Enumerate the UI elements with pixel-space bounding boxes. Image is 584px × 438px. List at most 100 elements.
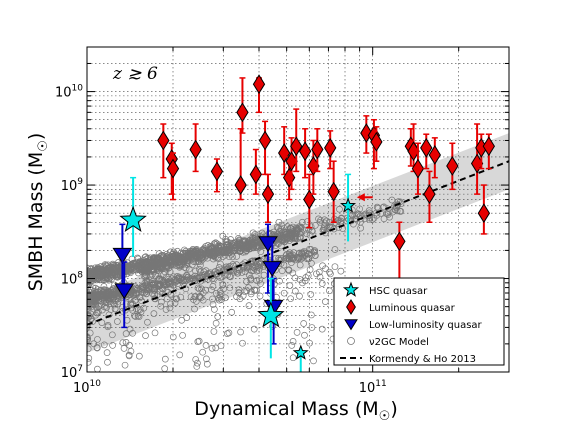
luminous-quasar-point	[370, 131, 383, 152]
model-point	[225, 329, 233, 337]
model-point	[197, 268, 204, 276]
model-point	[273, 223, 281, 231]
y-tick-label-exponent: 7	[77, 364, 83, 374]
model-point	[317, 216, 324, 224]
model-point	[121, 361, 129, 369]
model-point	[203, 360, 211, 368]
model-point	[165, 252, 172, 259]
luminous-quasar-point	[420, 137, 433, 158]
model-point	[308, 311, 315, 319]
x-tick-label-exponent: 11	[375, 379, 386, 389]
model-point	[171, 299, 179, 307]
model-point	[219, 281, 227, 288]
luminous-quasar-point	[482, 136, 496, 157]
model-point	[289, 338, 297, 345]
model-point	[94, 365, 101, 372]
model-point	[127, 261, 134, 269]
model-point	[241, 268, 249, 276]
model-point	[95, 275, 103, 282]
model-point	[290, 231, 297, 238]
model-point	[194, 359, 201, 367]
model-point	[296, 292, 303, 300]
model-point	[354, 210, 362, 218]
axes	[86, 46, 510, 373]
model-point	[255, 260, 263, 268]
model-point	[221, 251, 229, 259]
model-point	[185, 265, 193, 273]
model-point	[216, 292, 224, 299]
model-point	[182, 264, 190, 272]
model-point	[248, 267, 256, 275]
y-tick-label-base: 10	[61, 179, 78, 194]
model-point	[235, 244, 243, 251]
model-point	[304, 272, 312, 279]
model-point	[114, 272, 121, 280]
model-point	[151, 287, 158, 294]
model-point	[87, 354, 93, 362]
model-point	[101, 268, 109, 275]
model-point	[283, 251, 290, 258]
model-point	[288, 254, 296, 262]
model-point	[230, 267, 238, 275]
model-point	[212, 319, 220, 327]
model-point	[156, 276, 164, 283]
luminous-quasar-limit-arrow	[356, 193, 365, 202]
x-axis-title: Dynamical Mass (M☉)	[194, 398, 398, 424]
model-point	[235, 239, 242, 246]
model-point	[388, 196, 396, 204]
model-point	[150, 310, 158, 318]
model-point	[286, 252, 294, 260]
model-point	[178, 316, 185, 324]
model-point	[287, 295, 294, 303]
model-point	[236, 295, 244, 303]
model-point	[210, 328, 218, 335]
relation-line	[87, 160, 509, 326]
hsc-quasar-point	[292, 344, 309, 360]
model-point	[285, 266, 293, 274]
model-point	[175, 255, 182, 263]
legend-marker-star	[342, 281, 360, 297]
model-point	[90, 287, 98, 295]
model-point	[127, 265, 135, 272]
model-point	[337, 267, 345, 275]
model-point	[239, 248, 247, 256]
model-point	[87, 345, 92, 353]
model-point	[95, 265, 103, 273]
model-point	[187, 293, 195, 301]
x-axis-title-main: Dynamical Mass (M	[194, 398, 378, 420]
model-point	[109, 295, 117, 303]
model-point	[196, 273, 203, 280]
model-point	[297, 223, 305, 231]
model-point	[286, 237, 293, 244]
model-point	[104, 323, 112, 331]
model-point	[293, 329, 301, 336]
model-point	[305, 255, 312, 263]
kormendy-ho-line	[87, 160, 509, 326]
y-axis-title-end: )	[25, 133, 47, 140]
model-point	[210, 243, 218, 251]
model-point	[197, 258, 205, 265]
model-point	[230, 239, 237, 247]
model-point	[256, 292, 264, 300]
model-point	[106, 266, 114, 274]
legend-marker-diamond	[346, 299, 356, 315]
legend-label: Luminous quasar	[369, 303, 456, 314]
model-point	[244, 239, 252, 247]
model-point	[222, 238, 230, 245]
model-point	[202, 286, 209, 294]
y-tick-label: 1010	[55, 84, 83, 101]
model-point	[109, 331, 116, 339]
model-point	[307, 291, 315, 298]
y-tick-label: 108	[61, 271, 84, 288]
model-point	[331, 263, 339, 271]
model-point	[207, 272, 215, 280]
x-tick-label-base: 10	[73, 381, 90, 396]
model-point	[365, 207, 373, 215]
model-point	[237, 328, 244, 336]
model-point	[87, 279, 93, 287]
model-point	[125, 352, 133, 360]
model-point	[278, 267, 286, 275]
model-point	[318, 325, 326, 333]
model-point	[151, 329, 159, 337]
model-point	[238, 269, 246, 276]
